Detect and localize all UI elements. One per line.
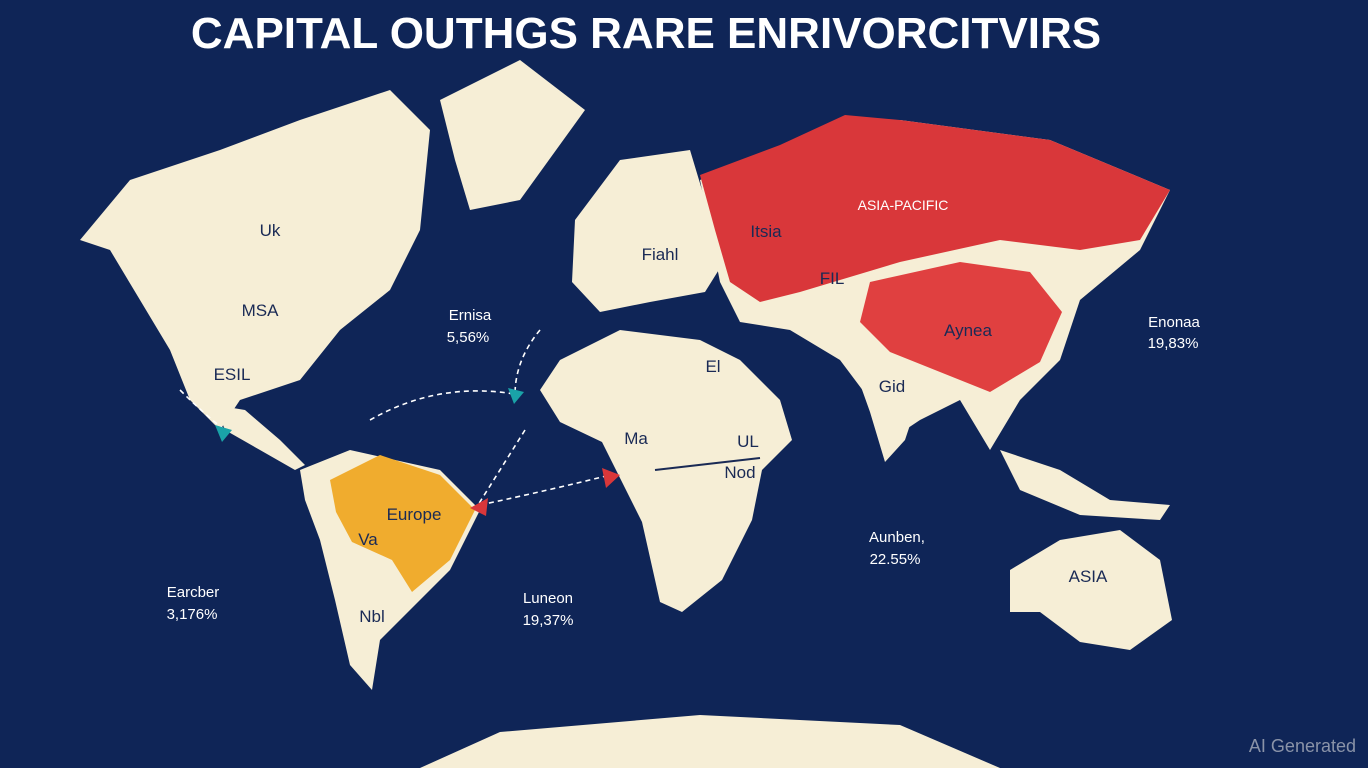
label: Nod xyxy=(724,463,755,482)
label: MSA xyxy=(242,301,280,320)
central-america xyxy=(215,405,305,470)
antarctica xyxy=(420,715,1000,768)
label: UL xyxy=(737,432,759,451)
label: Europe xyxy=(387,505,442,524)
label: Enonaa xyxy=(1148,314,1200,331)
india xyxy=(855,370,925,462)
arrow-head xyxy=(470,498,488,516)
label: 5,56% xyxy=(447,329,490,346)
label: Uk xyxy=(260,221,281,240)
arrow xyxy=(369,390,521,421)
label: Itsia xyxy=(750,222,782,241)
label: 22.55% xyxy=(870,551,921,568)
arrow xyxy=(514,329,541,396)
labels: Uk MSA Ernisa 5,56% ESIL Europe Va Earcb… xyxy=(167,197,1201,629)
label: Va xyxy=(358,530,378,549)
southeast-asia xyxy=(1000,450,1170,520)
watermark: AI Generated xyxy=(1249,736,1356,756)
label: FIL xyxy=(820,269,845,288)
china xyxy=(860,262,1062,392)
label: ASIA xyxy=(1069,567,1108,586)
label: ESIL xyxy=(214,365,251,384)
label: Ma xyxy=(624,429,648,448)
route-line xyxy=(654,457,761,471)
arrow xyxy=(479,474,611,506)
title: CAPITAL OUTHGS RARE ENRIVORCITVIRS xyxy=(191,9,1101,58)
label: Ernisa xyxy=(449,307,492,324)
arrow-head xyxy=(602,468,620,488)
label: 3,176% xyxy=(167,606,218,623)
label: 19,37% xyxy=(523,612,574,629)
label: Aunben, xyxy=(869,529,925,546)
continents xyxy=(80,60,1172,768)
africa xyxy=(540,330,792,612)
label: ASIA-PACIFIC xyxy=(858,197,949,213)
label: Luneon xyxy=(523,590,573,607)
arrow-head xyxy=(215,425,232,442)
brazil xyxy=(330,455,475,592)
label: 19,83% xyxy=(1148,335,1199,352)
russia xyxy=(700,115,1170,302)
arrow xyxy=(477,429,526,506)
europe xyxy=(572,150,725,312)
greenland xyxy=(440,60,585,210)
label: Gid xyxy=(879,377,905,396)
label: Nbl xyxy=(359,607,385,626)
arrow-head xyxy=(508,388,524,404)
label: Aynea xyxy=(944,321,992,340)
north-america xyxy=(80,90,430,430)
flow-arrows xyxy=(179,329,761,516)
label: Fiahl xyxy=(642,245,679,264)
label: Earcber xyxy=(167,584,220,601)
australia xyxy=(1010,530,1172,650)
label: El xyxy=(705,357,720,376)
